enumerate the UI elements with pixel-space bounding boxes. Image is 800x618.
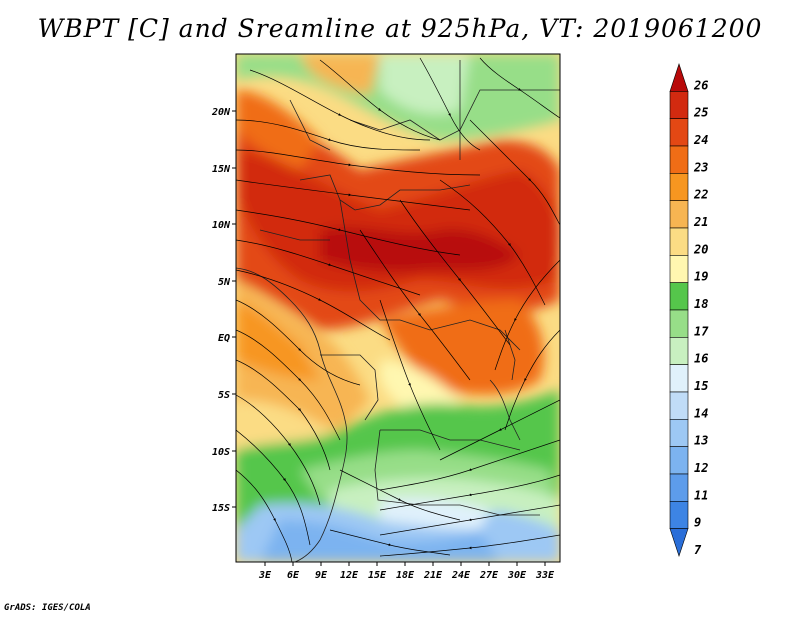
lon-label: 12E — [340, 570, 359, 581]
colorbar-label: 14 — [694, 406, 708, 420]
streamlines — [236, 57, 560, 562]
colorbar-label: 25 — [693, 106, 708, 120]
map-frame — [235, 53, 561, 563]
lon-label: 6E — [287, 570, 300, 581]
colorbar-box — [669, 227, 689, 256]
colorbar-box — [669, 419, 689, 447]
lon-label: 18E — [396, 570, 415, 581]
colorbar-label: 17 — [694, 324, 709, 338]
colorbar-label: 9 — [694, 516, 701, 530]
colorbar-box — [669, 145, 689, 174]
longitude-axis: 3E 6E 9E 12E 15E 18E 21E 24E 27E 30E 33E — [258, 562, 555, 581]
lat-label: 20N — [211, 107, 231, 118]
colorbar-box — [669, 282, 689, 311]
lon-label: 3E — [258, 570, 272, 581]
colorbar-box — [669, 255, 689, 283]
colorbar-label: 19 — [694, 270, 708, 284]
lat-label: 10S — [212, 447, 230, 458]
lon-label: 9E — [315, 570, 328, 581]
colorbar-label: 15 — [694, 379, 708, 393]
colorbar-box — [669, 473, 689, 502]
lat-label: 15N — [212, 164, 231, 175]
colorbar-box — [669, 391, 689, 420]
lat-label: 10N — [212, 220, 231, 231]
lat-label: EQ — [218, 333, 230, 344]
colorbar-label: 7 — [694, 543, 702, 557]
latitude-axis: 20N 15N 10N 5N EQ 5S 10S 15S — [211, 107, 236, 514]
colorbar-label: 23 — [693, 160, 708, 174]
lat-label: 5N — [218, 277, 231, 288]
colorbar-box — [669, 446, 689, 475]
colorbar-box — [669, 91, 689, 119]
colorbar-label: 21 — [693, 215, 708, 229]
colorbar-label: 13 — [694, 434, 708, 448]
colorbar-box — [669, 528, 689, 557]
colorbar-box — [669, 173, 689, 201]
coastlines-boundaries — [236, 60, 560, 562]
colorbar-label: 11 — [694, 488, 708, 502]
lon-label: 30E — [507, 570, 527, 581]
wbpt-shading — [236, 54, 560, 562]
lon-label: 15E — [368, 570, 387, 581]
colorbar-label: 22 — [693, 188, 708, 202]
lon-label: 27E — [479, 570, 499, 581]
colorbar-label: 20 — [693, 242, 708, 256]
map-title: WBPT [C] and Sreamline at 925hPa, VT: 20… — [37, 14, 763, 43]
colorbar: 26 25 24 23 22 21 20 19 18 17 16 15 14 13 12 11 9 7 — [669, 63, 709, 557]
colorbar-box — [669, 63, 689, 92]
lat-label: 15S — [212, 503, 230, 514]
lon-label: 33E — [535, 570, 555, 581]
colorbar-box — [669, 364, 689, 393]
colorbar-box — [669, 501, 689, 529]
colorbar-label: 24 — [693, 133, 708, 147]
colorbar-box — [669, 200, 689, 229]
colorbar-box — [669, 337, 689, 365]
colorbar-label: 18 — [694, 297, 708, 311]
colorbar-label: 16 — [694, 352, 708, 366]
lon-label: 21E — [423, 570, 443, 581]
lon-label: 24E — [451, 570, 471, 581]
colorbar-box — [669, 118, 689, 147]
colorbar-label: 26 — [693, 78, 708, 92]
colorbar-box — [669, 309, 689, 338]
colorbar-label: 12 — [694, 461, 708, 475]
lat-label: 5S — [218, 390, 230, 401]
grads-credit: GrADS: IGES/COLA — [4, 603, 91, 613]
